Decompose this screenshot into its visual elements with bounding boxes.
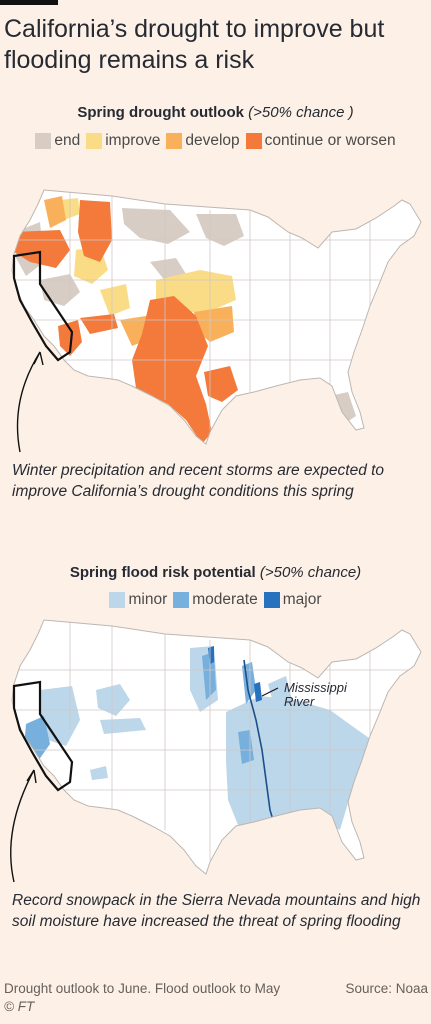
river-label-leader	[261, 687, 279, 697]
drought-note: (>50% chance )	[248, 104, 354, 121]
footer-credit: © FT	[4, 999, 35, 1014]
drought-state-borders	[12, 190, 420, 430]
legend-item-end: end	[35, 132, 80, 150]
legend-label-moderate: moderate	[192, 591, 258, 608]
legend-swatch-major	[263, 592, 280, 608]
flood-california-outline	[12, 680, 74, 792]
flood-section-title: Spring flood risk potential (>50% chance…	[0, 564, 431, 581]
flood-callout-arrow	[10, 769, 35, 883]
legend-item-minor: minor	[109, 591, 167, 609]
flood-state-borders	[12, 620, 420, 860]
legend-label-improve: improve	[105, 132, 161, 149]
legend-swatch-develop	[166, 133, 183, 149]
legend-label-end: end	[54, 132, 81, 149]
flood-arrowhead-icon	[26, 769, 37, 784]
flood-legend: minor moderate major	[0, 591, 431, 609]
legend-label-develop: develop	[185, 132, 240, 149]
legend-swatch-moderate	[173, 592, 190, 608]
flood-note: (>50% chance)	[259, 564, 362, 581]
drought-california-outline	[12, 250, 74, 362]
legend-item-major: major	[263, 591, 322, 609]
drought-legend: end improve develop continue or worsen	[0, 132, 431, 150]
legend-swatch-minor	[109, 592, 126, 608]
flood-major-areas	[208, 646, 262, 702]
flood-title: Spring flood risk potential	[69, 564, 256, 581]
river-label: Mississippi River	[284, 680, 347, 709]
legend-item-continue: continue or worsen	[245, 132, 396, 150]
drought-improve-areas	[60, 198, 236, 316]
drought-title: Spring drought outlook	[77, 104, 244, 121]
legend-swatch-end	[35, 133, 52, 149]
footer: Drought outlook to June. Flood outlook t…	[4, 980, 428, 1016]
headline: California’s drought to improve but floo…	[4, 15, 385, 74]
legend-swatch-continue	[245, 133, 262, 149]
legend-label-continue: continue or worsen	[264, 132, 396, 149]
legend-item-develop: develop	[166, 132, 240, 150]
footer-notes: Drought outlook to June. Flood outlook t…	[4, 981, 281, 996]
flood-callout: Record snowpack in the Sierra Nevada mou…	[12, 892, 421, 930]
legend-item-improve: improve	[86, 132, 160, 150]
ft-top-bar	[0, 0, 58, 5]
mississippi-river-line	[243, 659, 277, 831]
legend-label-major: major	[282, 591, 322, 608]
legend-label-minor: minor	[128, 591, 168, 608]
drought-continue-areas	[12, 200, 238, 444]
legend-item-moderate: moderate	[173, 591, 258, 609]
drought-section-title: Spring drought outlook (>50% chance )	[0, 104, 431, 121]
drought-arrowhead-icon	[33, 351, 44, 366]
footer-source: Source: Noaa	[345, 981, 428, 996]
drought-callout: Winter precipitation and recent storms a…	[12, 462, 385, 500]
legend-swatch-improve	[86, 133, 103, 149]
